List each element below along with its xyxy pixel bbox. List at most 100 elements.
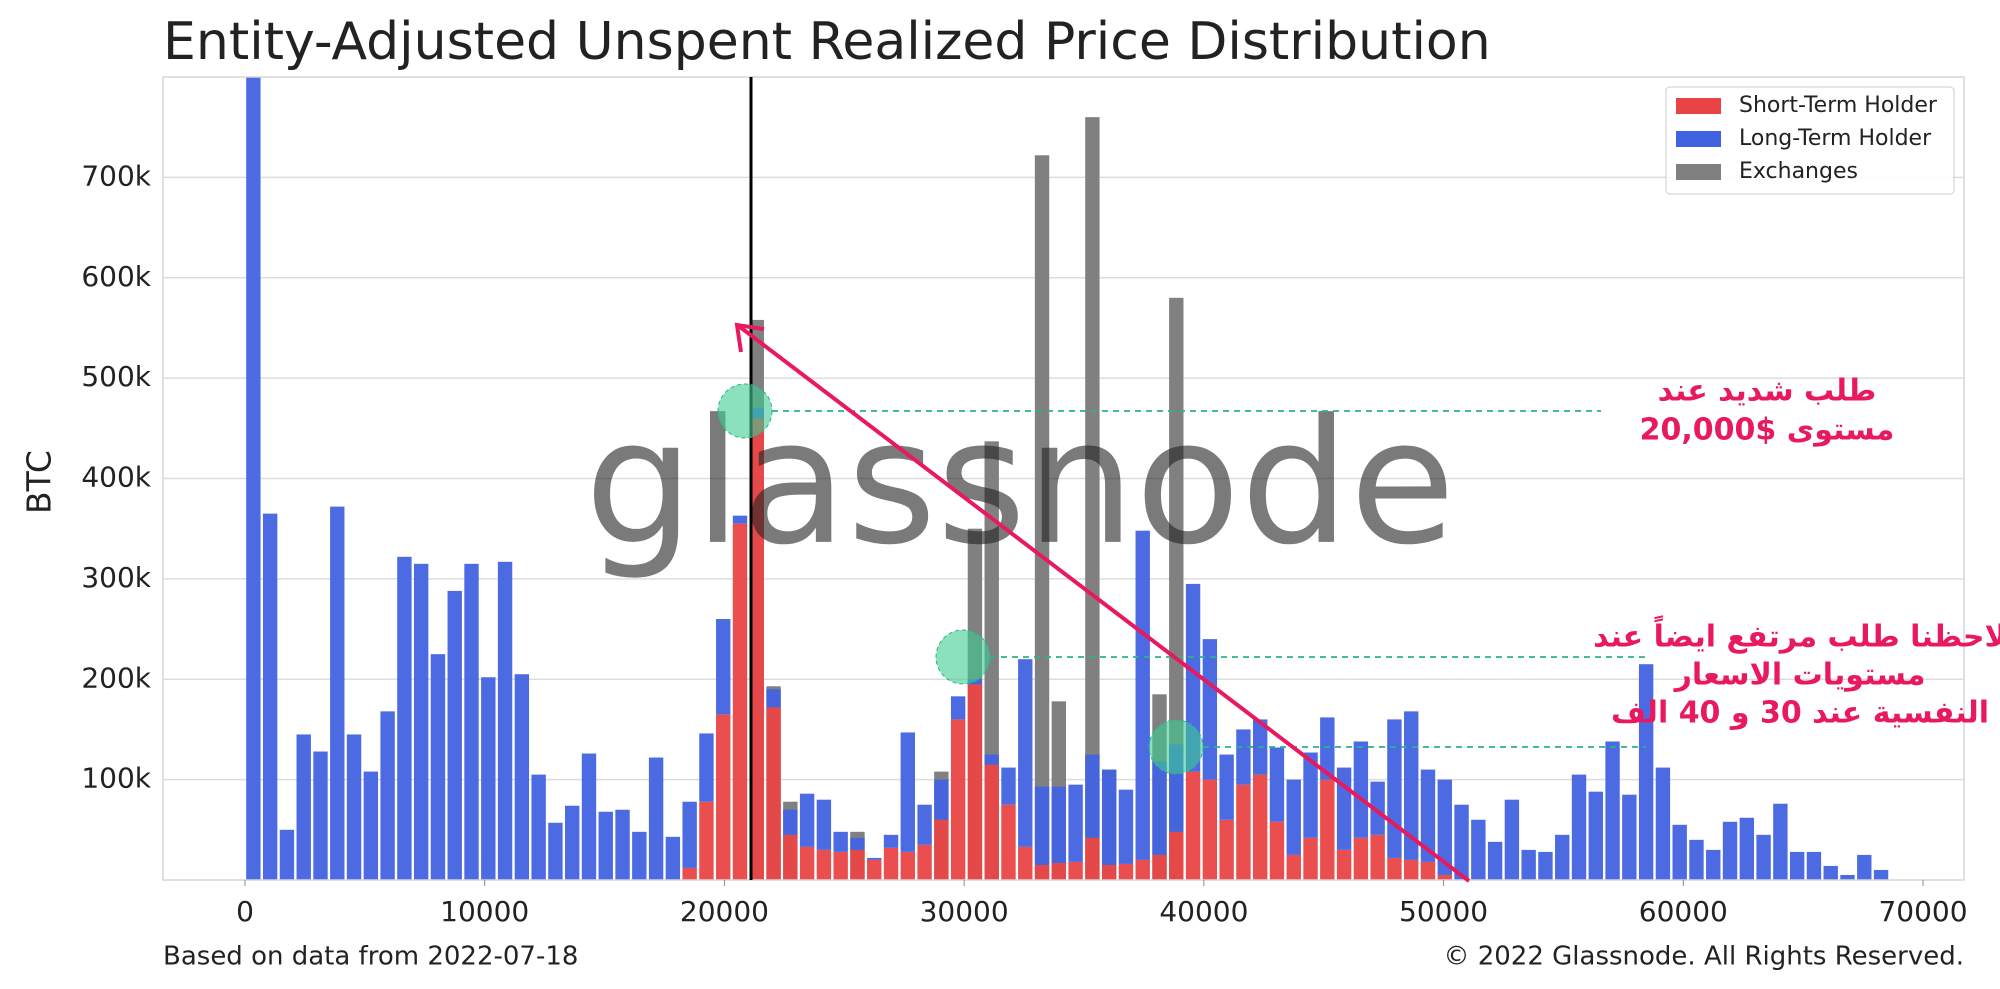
bar <box>1101 864 1117 880</box>
bar <box>1471 819 1486 880</box>
legend-label: Short-Term Holder <box>1739 93 1938 118</box>
bar <box>380 711 395 880</box>
bar <box>464 563 479 880</box>
bar <box>1085 754 1100 838</box>
bar <box>1806 851 1822 880</box>
copyright: © 2022 Glassnode. All Rights Reserved. <box>1443 942 1964 972</box>
bar <box>917 804 932 845</box>
bar <box>1420 861 1436 880</box>
bar <box>1353 741 1369 838</box>
y-tick-label: 400k <box>81 461 151 494</box>
legend-label: Long-Term Holder <box>1739 126 1932 151</box>
bar <box>514 674 530 880</box>
bar <box>1001 767 1016 805</box>
bar <box>1135 859 1150 880</box>
bar <box>430 654 446 880</box>
x-tick-label: 50000 <box>1399 895 1488 928</box>
bar <box>1085 837 1100 880</box>
bar <box>1638 664 1654 880</box>
y-tick-label: 500k <box>81 360 151 393</box>
bar <box>1404 711 1419 860</box>
bar <box>1487 841 1503 880</box>
bar <box>363 771 379 880</box>
bar <box>967 684 983 880</box>
annotation-line: لاحظنا طلب مرتفع ايضاً عند <box>1593 615 2000 655</box>
bar <box>1437 874 1452 880</box>
bar <box>934 819 949 880</box>
bar <box>682 801 697 868</box>
bar <box>1152 854 1167 880</box>
bar <box>883 834 899 848</box>
bar <box>1236 784 1251 880</box>
annotation-line: النفسية عند 30 و 40 الف <box>1611 696 1989 731</box>
bar <box>816 799 832 850</box>
bar <box>1202 639 1218 780</box>
bar <box>1857 854 1872 880</box>
bar <box>699 801 714 880</box>
arrow <box>734 322 1471 883</box>
highlight-circle <box>935 629 991 685</box>
bar <box>1773 803 1788 880</box>
bar <box>1236 729 1251 785</box>
bar <box>783 834 798 880</box>
bar <box>1538 851 1553 880</box>
bar <box>1286 854 1301 880</box>
bar <box>313 751 328 880</box>
legend-swatch <box>1676 131 1721 147</box>
bar <box>1068 861 1083 880</box>
bar <box>1370 834 1385 880</box>
bar <box>850 849 865 880</box>
bar <box>246 77 261 880</box>
bar <box>497 561 513 880</box>
bar <box>799 793 815 847</box>
x-tick-label: 30000 <box>920 895 1009 928</box>
legend-swatch <box>1676 98 1721 114</box>
bar <box>447 590 462 880</box>
y-tick-label: 100k <box>81 762 151 795</box>
bar <box>766 689 781 708</box>
bar <box>917 844 932 880</box>
bar <box>1286 779 1301 855</box>
x-tick-label: 10000 <box>440 895 529 928</box>
bar <box>1756 834 1771 880</box>
bar <box>1840 874 1855 880</box>
bar <box>1269 821 1285 880</box>
y-tick-label: 200k <box>81 661 151 694</box>
bar <box>1152 761 1167 855</box>
bar <box>950 696 966 720</box>
bar <box>262 513 278 880</box>
grid <box>163 176 1964 781</box>
bar <box>1555 834 1570 880</box>
bar <box>716 619 731 715</box>
bar <box>732 515 748 524</box>
highlight-circle <box>1148 719 1204 775</box>
bar <box>1387 719 1402 858</box>
bar <box>1001 804 1016 880</box>
bar <box>1219 819 1234 880</box>
watermark: glassnode <box>585 382 1456 583</box>
bar <box>346 734 362 880</box>
annotation-line: طلب شديد عند <box>1658 374 1877 409</box>
bar <box>1169 831 1184 880</box>
bar <box>1034 786 1050 865</box>
bar <box>1068 784 1083 862</box>
bar <box>1722 821 1738 880</box>
bar <box>1303 752 1318 838</box>
bar <box>783 809 798 835</box>
exchange-bar <box>1034 155 1050 881</box>
bar <box>615 809 630 880</box>
bar <box>1504 799 1520 880</box>
bar <box>1605 741 1620 880</box>
bar <box>1353 837 1369 880</box>
y-axis-label: BTC <box>20 450 59 514</box>
bar <box>1454 804 1469 880</box>
bar <box>1269 747 1285 822</box>
bar <box>1320 717 1335 780</box>
arrow-head <box>734 322 765 353</box>
bar <box>833 851 848 880</box>
bar <box>1437 779 1452 875</box>
bar <box>1823 865 1838 880</box>
bar <box>1655 767 1671 880</box>
bar <box>1034 864 1050 880</box>
bar <box>1622 794 1637 880</box>
